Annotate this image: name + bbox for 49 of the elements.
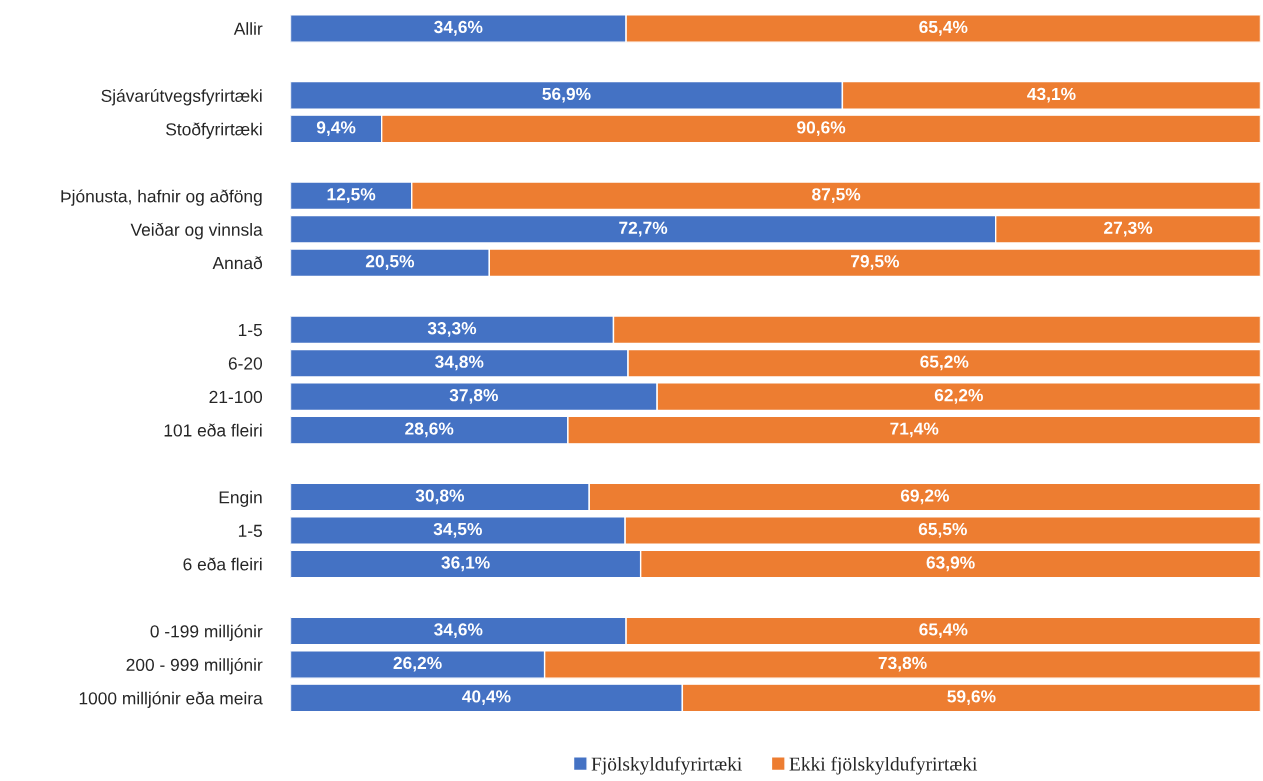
data-label: 37,8%	[449, 389, 498, 404]
data-label: 72,7%	[619, 221, 668, 237]
legend-label: Ekki fjölskyldufyrirtæki	[789, 756, 978, 775]
data-label: 65,5%	[918, 522, 967, 538]
data-label: 36,1%	[441, 556, 490, 572]
legend-label: Fjölskyldufyrirtæki	[591, 756, 742, 775]
data-label: 79,5%	[851, 255, 900, 270]
data-label: 20,5%	[365, 255, 415, 270]
y-tick-label: Allir	[233, 22, 263, 35]
data-label: 26,2%	[393, 656, 442, 672]
y-tick-label: 101 eða fleiri	[164, 423, 262, 437]
data-label: 65,4%	[919, 20, 968, 36]
y-tick-label: Engin	[219, 490, 262, 507]
data-label: 65,2%	[920, 355, 969, 371]
y-tick-label: Veiðar og vinnsla	[130, 222, 263, 240]
y-tick-label: 1-5	[238, 524, 262, 537]
data-label: 73,8%	[878, 656, 927, 672]
y-tick-label: 1-5	[238, 324, 262, 337]
y-tick-label: 1000 milljónir eða meira	[79, 691, 263, 708]
y-tick-label: Stoðfyrirtæki	[166, 122, 262, 139]
y-tick-label: 200 - 999 milljónir	[126, 658, 263, 675]
data-label: 56,9%	[542, 87, 591, 103]
y-tick-label: 0 -199 milljónir	[150, 624, 263, 641]
data-label: 34,5%	[433, 522, 482, 538]
data-label: 63,9%	[926, 556, 975, 572]
data-label: 33,3%	[427, 322, 477, 337]
data-label: 28,6%	[405, 422, 454, 438]
data-label: 43,1%	[1027, 87, 1076, 103]
data-label: 62,2%	[934, 389, 983, 404]
data-label: 87,5%	[812, 188, 861, 203]
y-tick-label: 21-100	[209, 390, 263, 404]
y-tick-label: Annað	[212, 256, 263, 270]
data-label: 40,4%	[462, 690, 511, 706]
data-label: 34,8%	[435, 355, 484, 371]
data-label: 34,6%	[434, 623, 483, 639]
y-tick-label: Þjónusta, hafnir og aðföng	[61, 189, 262, 206]
data-label: 90,6%	[797, 121, 846, 137]
data-label: 27,3%	[1104, 221, 1153, 237]
y-tick-label: 6-20	[228, 357, 263, 370]
y-tick-label: 6 eða fleiri	[183, 557, 262, 571]
data-label: 59,6%	[947, 690, 996, 706]
data-label: 30,8%	[415, 489, 465, 505]
data-label: 34,6%	[434, 20, 483, 36]
data-label: 69,2%	[900, 489, 950, 505]
data-label: 12,5%	[327, 188, 376, 203]
data-label: 65,4%	[919, 623, 968, 639]
data-label: 71,4%	[890, 422, 939, 438]
data-label: 9,4%	[316, 121, 356, 137]
y-tick-label: Sjávarútvegsfyrirtæki	[101, 89, 262, 106]
